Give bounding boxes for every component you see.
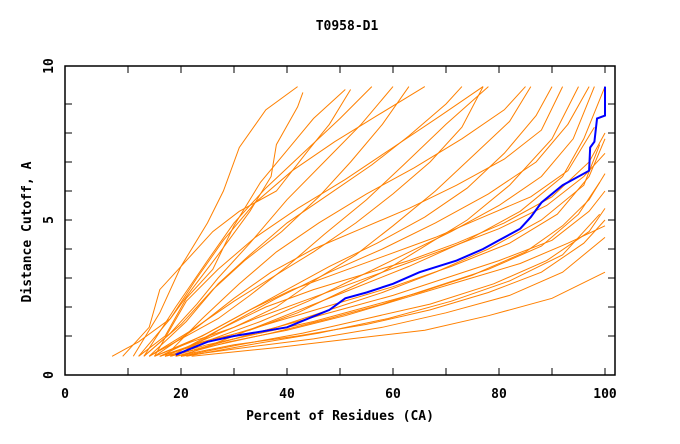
x-tick-label: 40 <box>279 387 295 402</box>
model-line-32 <box>180 86 606 357</box>
model-line-31 <box>175 86 590 357</box>
model-line-11 <box>154 86 553 357</box>
model-line-12 <box>148 86 484 357</box>
chart-title: T0958-D1 <box>316 19 379 34</box>
x-axis-label: Percent of Residues (CA) <box>246 409 434 424</box>
model-line-29 <box>132 86 298 357</box>
model-line-16 <box>191 271 606 357</box>
model-line-20 <box>154 86 564 357</box>
model-line-3 <box>143 86 394 357</box>
y-tick-label: 10 <box>42 58 57 74</box>
model-line-17 <box>170 190 606 357</box>
model-line-15 <box>180 237 606 357</box>
y-tick-label: 0 <box>42 371 57 379</box>
model-line-9 <box>170 144 601 357</box>
y-axis-label: Distance Cutoff, A <box>20 161 35 302</box>
model-line-13 <box>143 86 410 357</box>
model-line-22 <box>138 86 426 357</box>
highlight-line <box>175 86 606 356</box>
x-tick-label: 80 <box>491 387 507 402</box>
x-tick-label: 100 <box>593 387 617 402</box>
x-tick-label: 60 <box>385 387 401 402</box>
model-line-10 <box>159 86 595 357</box>
model-line-18 <box>164 152 606 357</box>
model-line-23 <box>175 225 606 357</box>
model-line-25 <box>186 213 601 357</box>
model-line-28 <box>143 86 373 357</box>
model-line-8 <box>164 182 601 357</box>
model-line-4 <box>148 86 489 357</box>
x-tick-label: 20 <box>173 387 189 402</box>
model-line-0 <box>111 92 304 357</box>
model-line-2 <box>138 89 346 357</box>
model-line-5 <box>154 86 532 357</box>
model-line-1 <box>122 89 352 357</box>
model-line-33 <box>154 86 484 357</box>
x-tick-label: 0 <box>61 387 69 402</box>
y-tick-label: 5 <box>42 216 57 224</box>
model-line-19 <box>159 126 595 357</box>
model-line-21 <box>148 86 463 357</box>
model-line-27 <box>164 86 526 357</box>
